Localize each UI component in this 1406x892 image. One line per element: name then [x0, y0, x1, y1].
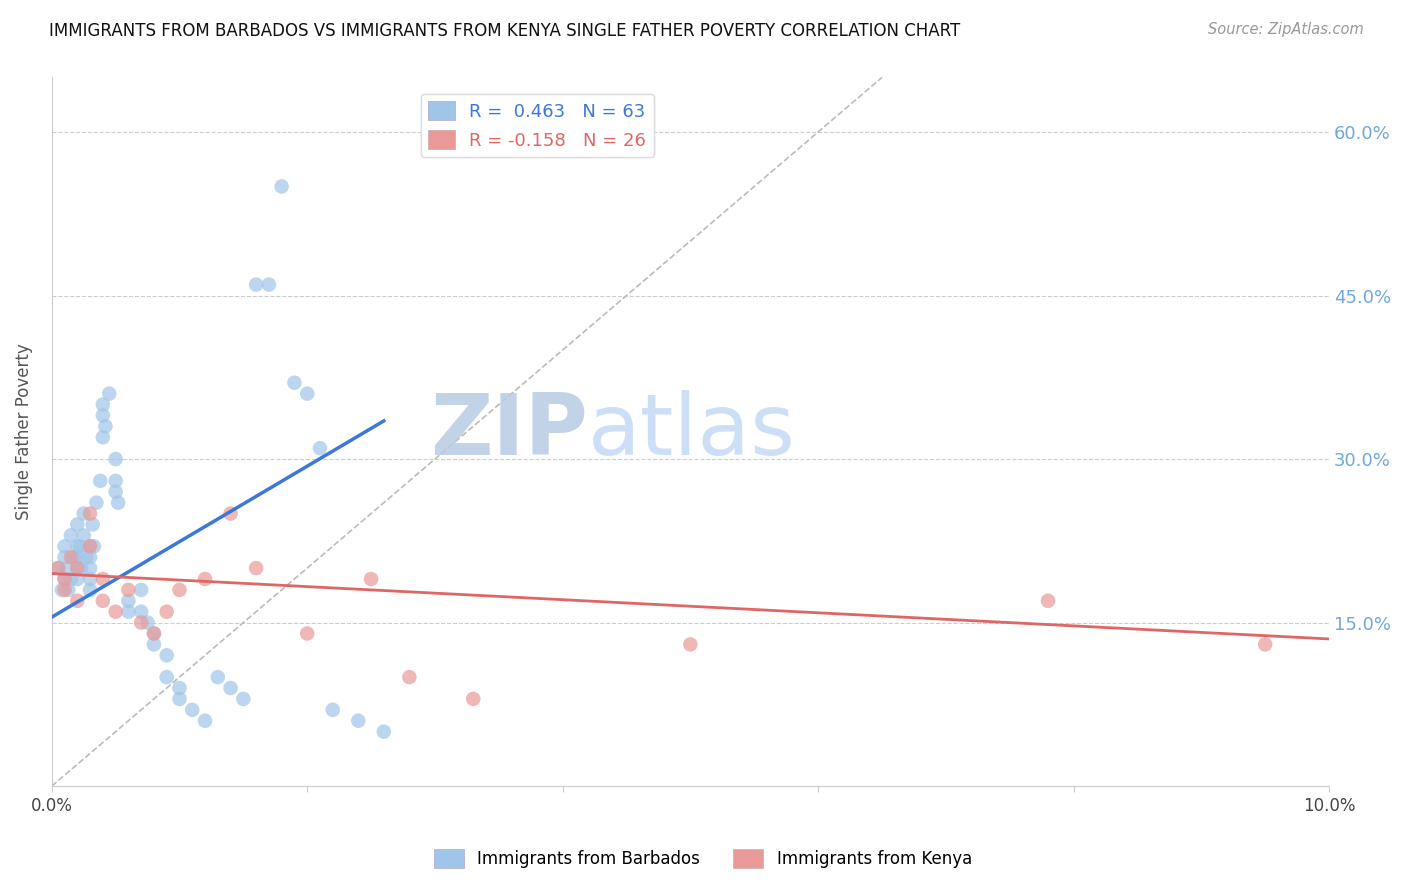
Point — [107, 496, 129, 510]
Point — [283, 376, 305, 390]
Point — [79, 582, 101, 597]
Point — [245, 277, 267, 292]
Point — [79, 507, 101, 521]
Point — [53, 550, 76, 565]
Point — [1036, 594, 1059, 608]
Point — [56, 561, 79, 575]
Point — [679, 637, 702, 651]
Point — [82, 517, 104, 532]
Text: atlas: atlas — [588, 391, 796, 474]
Point — [69, 539, 91, 553]
Point — [104, 484, 127, 499]
Point — [104, 605, 127, 619]
Point — [66, 561, 89, 575]
Point — [53, 572, 76, 586]
Point — [194, 572, 217, 586]
Point — [156, 605, 179, 619]
Point — [136, 615, 159, 630]
Point — [59, 572, 82, 586]
Point — [322, 703, 344, 717]
Text: Source: ZipAtlas.com: Source: ZipAtlas.com — [1208, 22, 1364, 37]
Point — [104, 452, 127, 467]
Point — [91, 398, 114, 412]
Legend: Immigrants from Barbados, Immigrants from Kenya: Immigrants from Barbados, Immigrants fro… — [427, 843, 979, 875]
Point — [53, 539, 76, 553]
Point — [1254, 637, 1277, 651]
Point — [194, 714, 217, 728]
Point — [169, 692, 191, 706]
Point — [46, 561, 69, 575]
Point — [91, 409, 114, 423]
Point — [73, 528, 96, 542]
Point — [129, 615, 152, 630]
Point — [270, 179, 292, 194]
Point — [142, 626, 165, 640]
Point — [51, 582, 73, 597]
Point — [169, 681, 191, 695]
Point — [86, 496, 108, 510]
Point — [129, 582, 152, 597]
Point — [58, 582, 80, 597]
Point — [117, 605, 139, 619]
Point — [59, 550, 82, 565]
Point — [79, 561, 101, 575]
Point — [257, 277, 280, 292]
Point — [360, 572, 382, 586]
Point — [295, 386, 318, 401]
Point — [142, 637, 165, 651]
Point — [66, 594, 89, 608]
Point — [463, 692, 485, 706]
Point — [53, 582, 76, 597]
Point — [219, 681, 242, 695]
Point — [398, 670, 420, 684]
Point — [156, 648, 179, 663]
Point — [75, 550, 97, 565]
Point — [91, 430, 114, 444]
Point — [66, 550, 89, 565]
Point — [142, 626, 165, 640]
Point — [91, 594, 114, 608]
Point — [219, 507, 242, 521]
Point — [62, 550, 84, 565]
Point — [79, 550, 101, 565]
Point — [79, 539, 101, 553]
Point — [98, 386, 121, 401]
Point — [91, 572, 114, 586]
Point — [83, 539, 105, 553]
Point — [46, 561, 69, 575]
Legend: R =  0.463   N = 63, R = -0.158   N = 26: R = 0.463 N = 63, R = -0.158 N = 26 — [420, 94, 654, 157]
Point — [89, 474, 111, 488]
Point — [181, 703, 204, 717]
Point — [232, 692, 254, 706]
Point — [70, 561, 93, 575]
Text: IMMIGRANTS FROM BARBADOS VS IMMIGRANTS FROM KENYA SINGLE FATHER POVERTY CORRELAT: IMMIGRANTS FROM BARBADOS VS IMMIGRANTS F… — [49, 22, 960, 40]
Point — [59, 528, 82, 542]
Point — [207, 670, 229, 684]
Point — [129, 605, 152, 619]
Point — [245, 561, 267, 575]
Point — [104, 474, 127, 488]
Point — [73, 507, 96, 521]
Y-axis label: Single Father Poverty: Single Father Poverty — [15, 343, 32, 520]
Point — [94, 419, 117, 434]
Point — [347, 714, 370, 728]
Point — [79, 572, 101, 586]
Point — [66, 539, 89, 553]
Point — [66, 517, 89, 532]
Text: ZIP: ZIP — [430, 391, 588, 474]
Point — [66, 572, 89, 586]
Point — [309, 441, 332, 455]
Point — [117, 594, 139, 608]
Point — [295, 626, 318, 640]
Point — [156, 670, 179, 684]
Point — [53, 572, 76, 586]
Point — [117, 582, 139, 597]
Point — [79, 539, 101, 553]
Point — [373, 724, 395, 739]
Point — [66, 561, 89, 575]
Point — [169, 582, 191, 597]
